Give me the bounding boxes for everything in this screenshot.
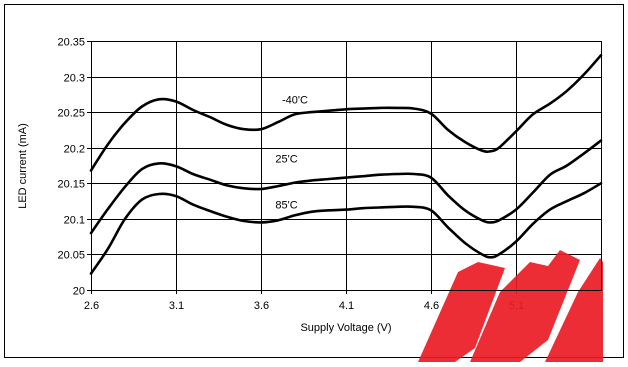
x-axis-title: Supply Voltage (V)	[300, 322, 391, 334]
y-tick-label: 20.05	[57, 250, 85, 262]
series-annotation-85c: 85'C	[275, 200, 297, 212]
series-line-85c	[89, 182, 603, 275]
x-tick-label: 4.1	[339, 300, 354, 312]
series-lines	[89, 53, 603, 275]
series-annotation-minus-40c: -40'C	[282, 94, 308, 106]
series-line-minus-40c	[89, 53, 603, 172]
y-tick-label: 20	[73, 286, 85, 298]
y-tick-label: 20.1	[64, 215, 85, 227]
y-axis-title: LED current (mA)	[17, 123, 29, 209]
series-line-25c	[89, 139, 603, 235]
x-tick-label: 3.1	[169, 300, 184, 312]
tick-labels: 20 20.05 20.1 20.15 20.2 20.25 20.3 20.35 2.6 3.1…	[57, 37, 524, 313]
x-tick-label: 4.6	[424, 300, 439, 312]
y-tick-label: 20.25	[57, 108, 85, 120]
watermark-stroke-1	[418, 262, 505, 362]
x-tick-label: 2.6	[84, 300, 99, 312]
watermark-logo	[418, 250, 603, 362]
series-annotation-25c: 25'C	[275, 153, 297, 165]
x-tick-label: 3.6	[254, 300, 269, 312]
series-annotations: -40'C 25'C 85'C	[275, 94, 308, 211]
y-tick-label: 20.2	[64, 144, 85, 156]
watermark-stroke-3	[545, 258, 603, 362]
watermark-stroke-2	[470, 250, 580, 362]
y-tick-label: 20.15	[57, 179, 85, 191]
y-tick-label: 20.35	[57, 37, 85, 49]
y-tick-label: 20.3	[64, 73, 85, 85]
